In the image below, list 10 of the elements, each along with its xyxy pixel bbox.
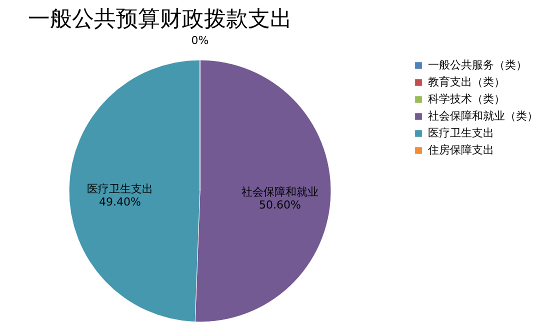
text: 0% xyxy=(191,34,209,47)
chart-title: 一般公共预算财政拨款支出 xyxy=(28,7,292,32)
legend-label: 医疗卫生支出 xyxy=(428,126,494,140)
legend-label: 一般公共服务（类） xyxy=(428,58,527,72)
data-label: 医疗卫生支出 49.40% xyxy=(87,182,154,208)
legend-label: 住房保障支出 xyxy=(428,144,494,156)
legend-label: 教育支出（类） xyxy=(428,76,505,88)
legend-label: 科学技术（类） xyxy=(428,92,505,106)
legend-label: 社会保障和就业（类） xyxy=(428,110,538,122)
data-label: 社会保障和就业 50.60% xyxy=(241,186,318,212)
